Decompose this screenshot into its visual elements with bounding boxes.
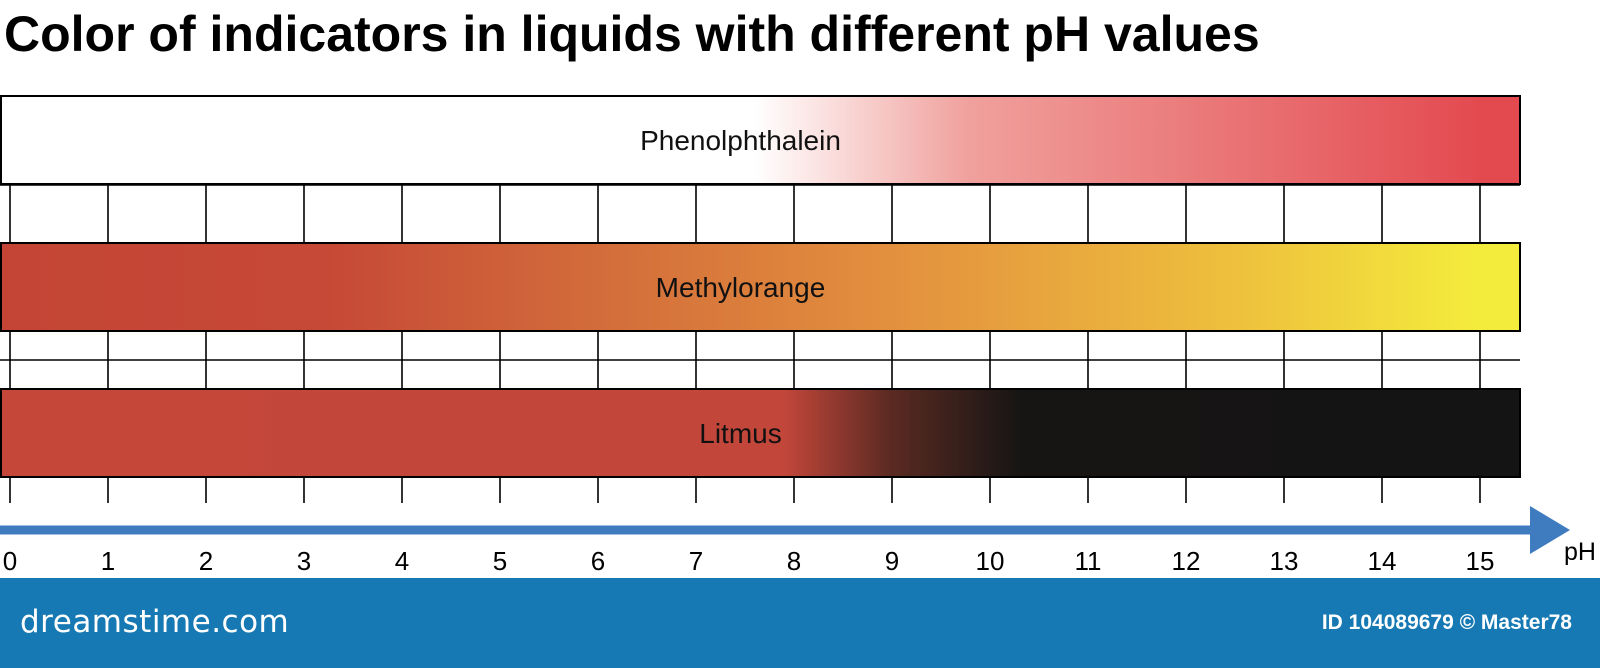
- footer-bar: dreamstime.com ID 104089679 © Master78: [0, 578, 1600, 668]
- image-credit: ID 104089679 © Master78: [1321, 611, 1572, 634]
- ph-tick-label: 2: [199, 546, 213, 576]
- ph-tick-label: 5: [493, 546, 507, 576]
- ph-tick-label: 12: [1172, 546, 1201, 576]
- ph-tick-label: 8: [787, 546, 801, 576]
- ph-axis-label: pH: [1564, 538, 1596, 566]
- ph-tick-label: 3: [297, 546, 311, 576]
- chart-title: Color of indicators in liquids with diff…: [4, 6, 1260, 62]
- ph-tick-label: 6: [591, 546, 605, 576]
- indicator-label: Litmus: [699, 418, 781, 449]
- indicator-bars: Phenolphthalein Methylorange Litmus: [0, 95, 1521, 478]
- ph-tick-label: 15: [1466, 546, 1495, 576]
- ph-tick-label: 14: [1368, 546, 1397, 576]
- indicator-bar-methylorange: [0, 242, 1521, 332]
- ph-tick-label: 9: [885, 546, 899, 576]
- ph-tick-label: 11: [1075, 546, 1102, 576]
- ph-tick-label: 7: [689, 546, 703, 576]
- ph-axis: pH: [0, 506, 1596, 566]
- ph-axis-arrow-head: [1530, 506, 1570, 554]
- ph-tick-label: 0: [3, 546, 17, 576]
- indicator-bar-litmus: [0, 388, 1521, 478]
- indicator-label: Methylorange: [656, 272, 826, 303]
- ph-tick-label: 4: [395, 546, 409, 576]
- ph-tick-label: 13: [1270, 546, 1299, 576]
- indicator-bar-phenolphthalein: [0, 95, 1521, 185]
- ph-tick-labels: 0 1 2 3 4 5 6 7 8 9 10 11 12 13 14 15: [3, 546, 1495, 576]
- ph-tick-label: 1: [101, 546, 115, 576]
- brand-logo: dreamstime.com: [20, 604, 290, 640]
- indicator-label: Phenolphthalein: [640, 125, 841, 156]
- ph-tick-label: 10: [976, 546, 1005, 576]
